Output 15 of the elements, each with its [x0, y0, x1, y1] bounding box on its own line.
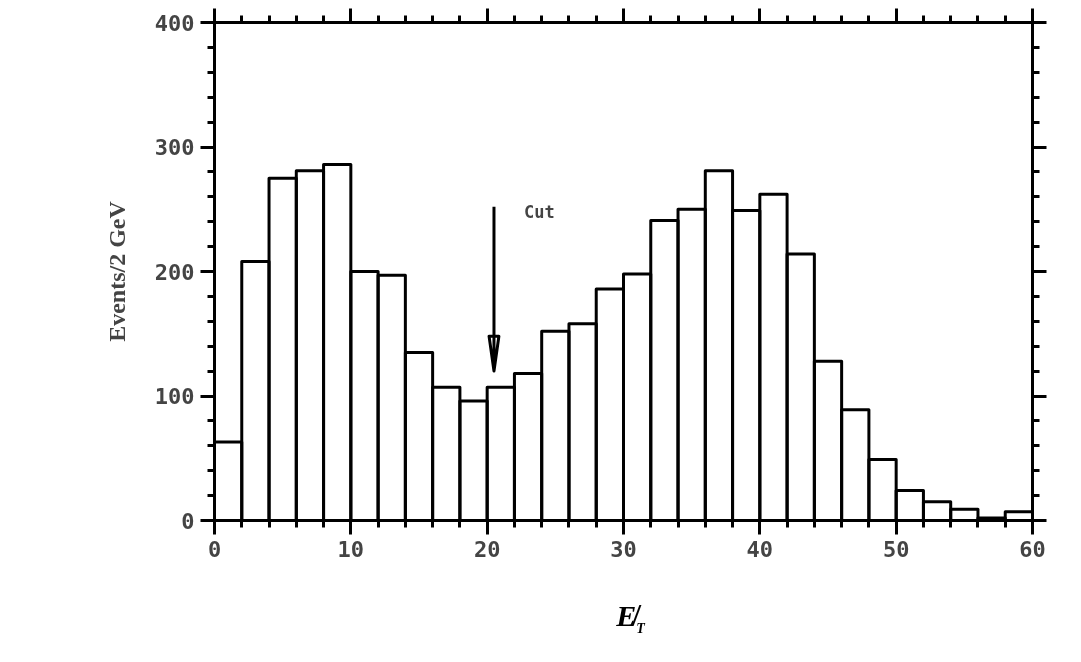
y-tick-label: 400	[154, 10, 195, 36]
x-tick-label: 60	[1019, 536, 1046, 562]
y-tick-label: 300	[154, 135, 195, 160]
x-axis-title: E̸$_{T}$	[616, 598, 645, 638]
x-tick-label: 30	[610, 536, 637, 562]
y-tick-label: 100	[154, 384, 195, 409]
x-tick-label: 20	[473, 536, 501, 562]
y-tick-label: 0	[181, 508, 195, 534]
x-tick-label: 40	[746, 536, 774, 562]
y-axis-title: Events/2 GeV	[103, 200, 130, 342]
x-tick-label: 50	[882, 536, 910, 562]
y-tick-label: 200	[154, 259, 195, 285]
x-tick-label: 10	[337, 536, 365, 562]
ref-line-label: Cut	[523, 201, 555, 222]
x-tick-label: 0	[207, 536, 222, 562]
